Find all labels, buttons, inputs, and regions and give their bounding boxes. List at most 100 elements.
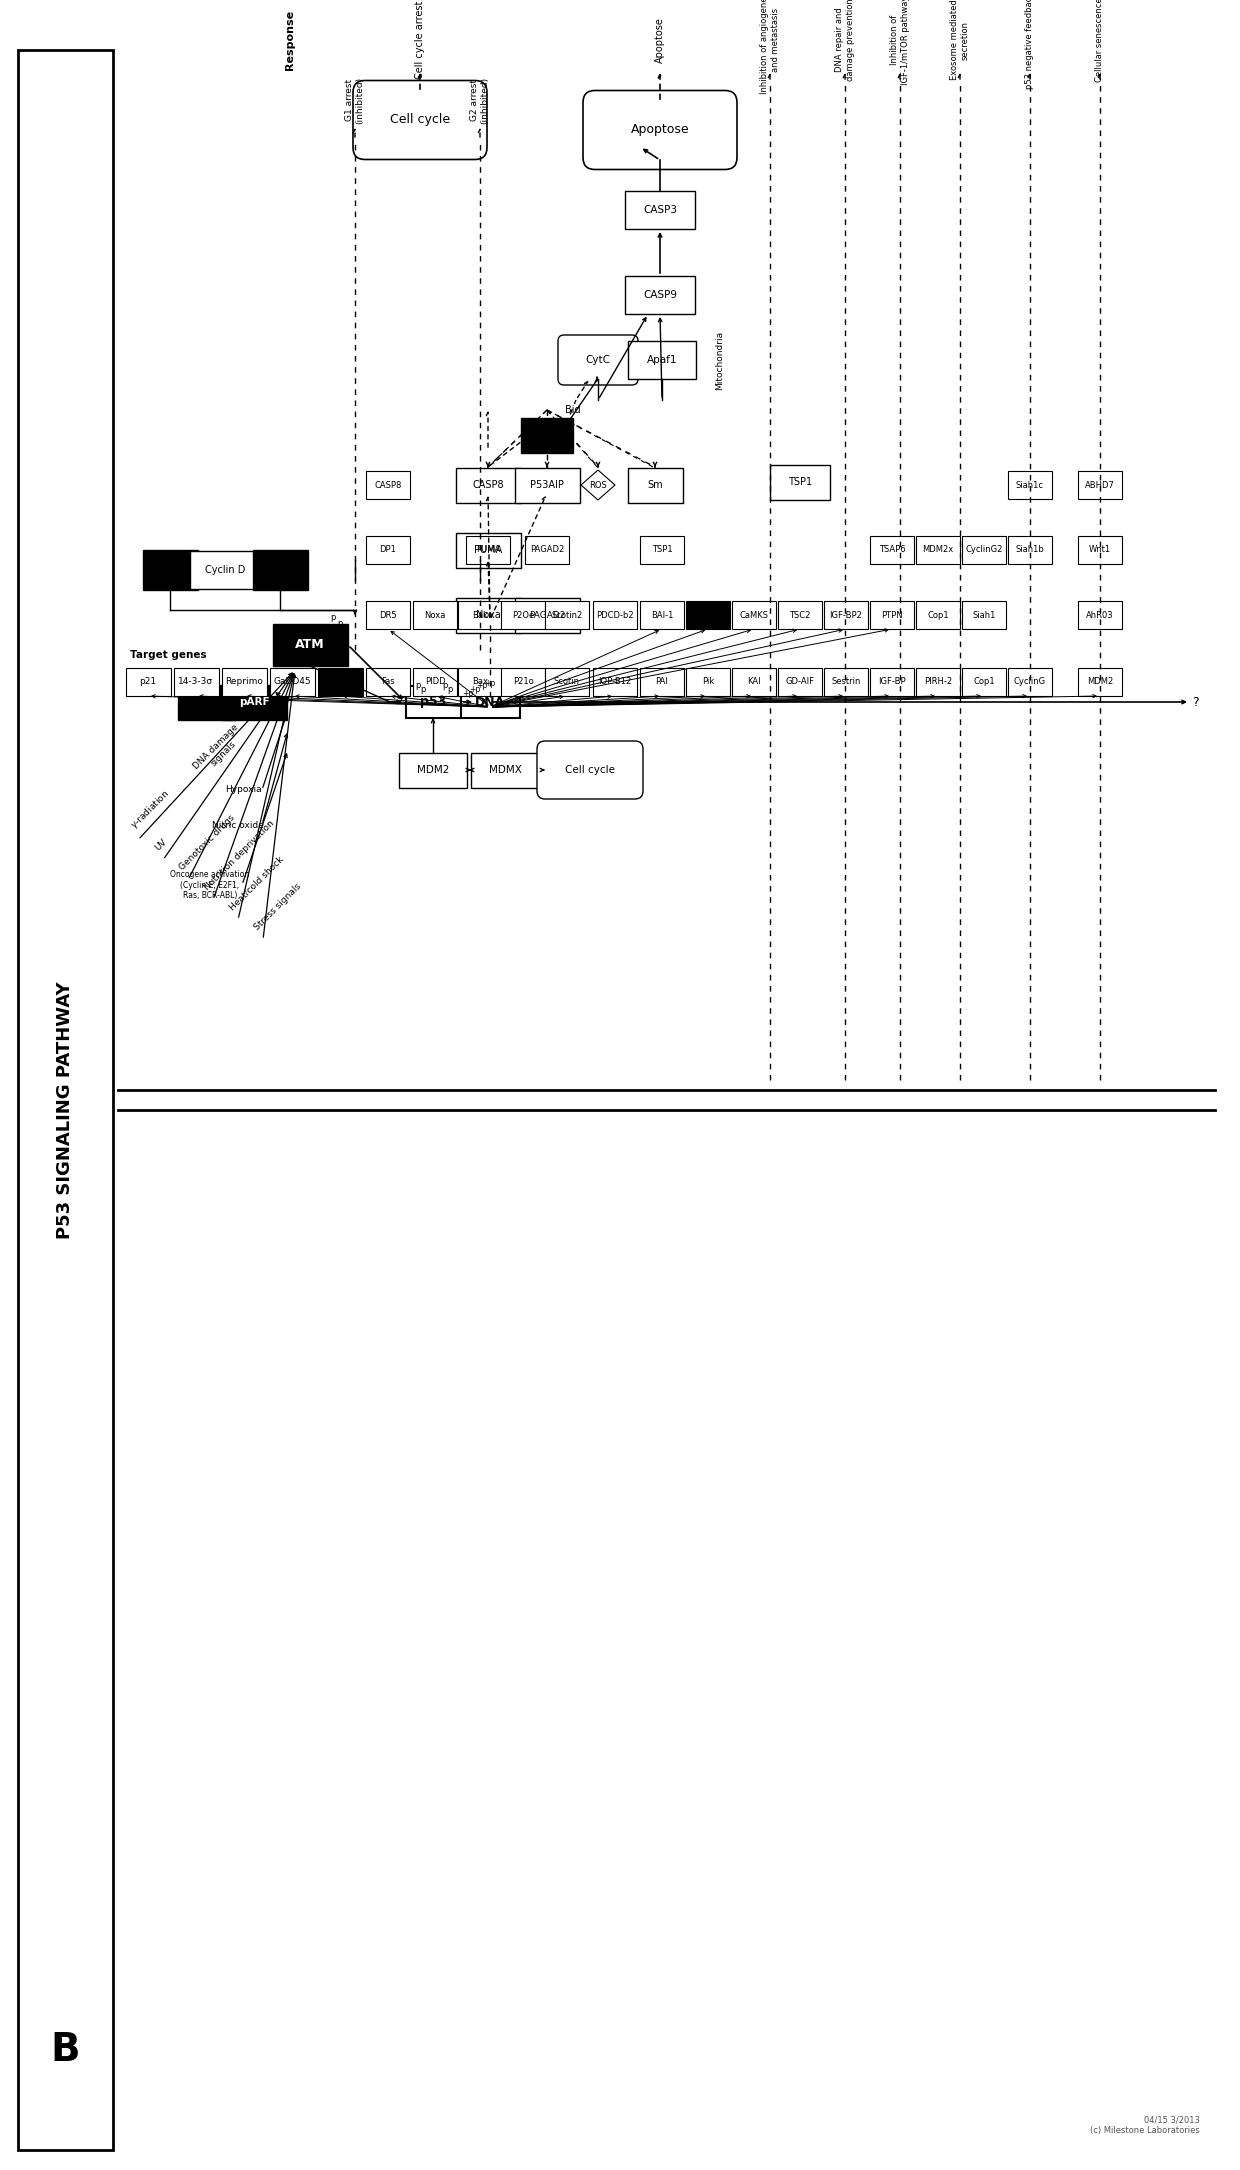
Text: Scotin2: Scotin2 [552, 610, 583, 618]
FancyBboxPatch shape [962, 536, 1006, 564]
FancyBboxPatch shape [515, 467, 579, 503]
Text: Apaf1: Apaf1 [647, 356, 677, 365]
Text: PTPN: PTPN [882, 610, 903, 618]
FancyBboxPatch shape [962, 668, 1006, 697]
Text: ATM: ATM [295, 638, 325, 651]
Text: Apoptose: Apoptose [655, 17, 665, 63]
Text: Inhibition of
IGF-1/mTOR pathway: Inhibition of IGF-1/mTOR pathway [890, 0, 910, 85]
FancyBboxPatch shape [1078, 471, 1122, 499]
Text: ABHD7: ABHD7 [1085, 480, 1115, 490]
Text: Siah1: Siah1 [972, 610, 996, 618]
Text: IGF-BP: IGF-BP [878, 677, 905, 686]
FancyBboxPatch shape [777, 668, 822, 697]
Text: PUMA: PUMA [474, 545, 502, 556]
Text: AhR03: AhR03 [1086, 610, 1114, 618]
FancyBboxPatch shape [686, 668, 730, 697]
Text: P21o: P21o [512, 677, 533, 686]
FancyBboxPatch shape [777, 601, 822, 629]
Text: PAGAD2: PAGAD2 [528, 610, 565, 618]
Text: CASP9: CASP9 [644, 291, 677, 299]
Text: DNA damage
signals: DNA damage signals [192, 723, 248, 777]
Text: Cell cycle arrest: Cell cycle arrest [415, 0, 425, 78]
Text: MDM2: MDM2 [1087, 677, 1114, 686]
FancyBboxPatch shape [317, 668, 362, 697]
Text: P2Oe: P2Oe [512, 610, 534, 618]
Text: ?: ? [1192, 697, 1198, 707]
FancyBboxPatch shape [870, 601, 914, 629]
FancyBboxPatch shape [190, 551, 260, 588]
Text: CASP3: CASP3 [644, 204, 677, 215]
FancyBboxPatch shape [1008, 471, 1052, 499]
Text: +p: +p [470, 686, 481, 694]
FancyBboxPatch shape [353, 80, 487, 161]
Text: MDM2x: MDM2x [923, 545, 954, 556]
Text: Reprimo: Reprimo [226, 677, 263, 686]
FancyBboxPatch shape [179, 684, 236, 720]
Text: PIDD: PIDD [424, 677, 445, 686]
Text: Cellular senescence: Cellular senescence [1095, 0, 1105, 82]
Polygon shape [582, 471, 615, 499]
FancyBboxPatch shape [19, 50, 113, 2150]
FancyBboxPatch shape [471, 753, 539, 788]
FancyBboxPatch shape [732, 601, 776, 629]
Text: S: S [342, 625, 347, 634]
FancyBboxPatch shape [593, 668, 637, 697]
FancyBboxPatch shape [366, 668, 410, 697]
Text: +p: +p [476, 681, 487, 690]
Text: GD-AIF: GD-AIF [785, 677, 815, 686]
FancyBboxPatch shape [174, 668, 218, 697]
Text: Sm: Sm [647, 480, 663, 490]
FancyBboxPatch shape [366, 536, 410, 564]
Text: p: p [420, 686, 425, 694]
Text: Sestrin: Sestrin [831, 677, 861, 686]
FancyBboxPatch shape [825, 668, 868, 697]
FancyBboxPatch shape [770, 464, 830, 499]
Text: DNA: DNA [475, 697, 505, 707]
FancyBboxPatch shape [640, 668, 684, 697]
Text: p: p [415, 681, 420, 690]
Text: Nutrition deprivation: Nutrition deprivation [203, 818, 277, 892]
FancyBboxPatch shape [399, 753, 467, 788]
FancyBboxPatch shape [413, 668, 458, 697]
Text: CyclinG: CyclinG [1014, 677, 1047, 686]
Text: p53 negative feedback: p53 negative feedback [1025, 0, 1034, 89]
FancyBboxPatch shape [455, 597, 521, 631]
FancyBboxPatch shape [455, 467, 521, 503]
Text: Apoptose: Apoptose [631, 124, 689, 137]
FancyBboxPatch shape [625, 191, 694, 230]
Text: CaMKS: CaMKS [739, 610, 769, 618]
FancyBboxPatch shape [916, 601, 960, 629]
Text: Noxa: Noxa [424, 610, 445, 618]
Text: TSP1: TSP1 [652, 545, 672, 556]
Text: p: p [448, 686, 453, 694]
FancyBboxPatch shape [460, 686, 520, 718]
Text: CASP8: CASP8 [472, 480, 503, 490]
Text: GaDD45: GaDD45 [273, 677, 311, 686]
Text: UV: UV [153, 838, 169, 853]
Text: PIRH-2: PIRH-2 [924, 677, 952, 686]
FancyBboxPatch shape [546, 668, 589, 697]
Text: Response: Response [285, 11, 295, 69]
Text: Exosome mediated
secretion: Exosome mediated secretion [950, 0, 970, 80]
Text: Hypoxia: Hypoxia [224, 786, 262, 794]
FancyBboxPatch shape [1078, 668, 1122, 697]
Text: Pik: Pik [702, 677, 714, 686]
Text: TSP1: TSP1 [787, 477, 812, 486]
FancyBboxPatch shape [1078, 536, 1122, 564]
FancyBboxPatch shape [501, 668, 546, 697]
FancyBboxPatch shape [640, 536, 684, 564]
Text: TSC2: TSC2 [790, 610, 811, 618]
Text: p: p [443, 681, 448, 690]
Text: $\gamma$-radiation: $\gamma$-radiation [128, 788, 172, 831]
FancyBboxPatch shape [686, 601, 730, 629]
FancyBboxPatch shape [366, 471, 410, 499]
FancyBboxPatch shape [1078, 601, 1122, 629]
FancyBboxPatch shape [640, 601, 684, 629]
FancyBboxPatch shape [521, 417, 573, 454]
Text: CyclinG2: CyclinG2 [965, 545, 1003, 556]
FancyBboxPatch shape [962, 601, 1006, 629]
FancyBboxPatch shape [458, 601, 502, 629]
FancyBboxPatch shape [143, 549, 197, 590]
Text: Genotoxic drugs: Genotoxic drugs [179, 814, 237, 872]
Text: Stress signals: Stress signals [253, 881, 304, 931]
